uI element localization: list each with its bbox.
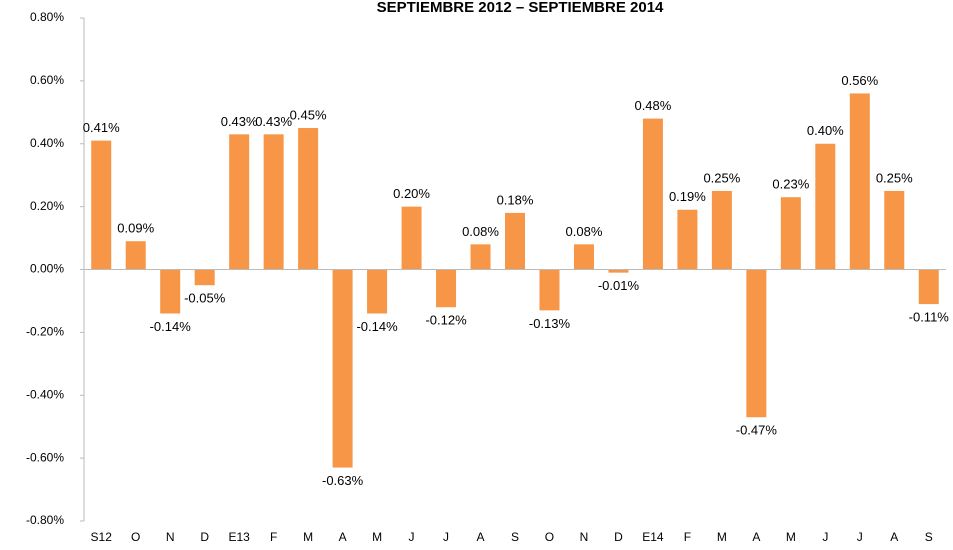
x-tick-label: J: [857, 530, 863, 544]
x-tick-label: S: [511, 530, 519, 544]
data-label: -0.01%: [598, 278, 640, 293]
bar: [539, 269, 560, 311]
x-tick-label: M: [717, 530, 727, 544]
data-label: -0.14%: [356, 319, 398, 334]
bar: [505, 212, 525, 270]
x-tick-label: J: [409, 530, 415, 544]
x-tick-label: A: [477, 530, 485, 544]
bar: [470, 244, 491, 270]
data-label: 0.08%: [566, 224, 603, 239]
bar: [367, 269, 388, 314]
x-tick-label: A: [339, 530, 347, 544]
x-tick-label: J: [443, 530, 449, 544]
x-tick-label: M: [372, 530, 382, 544]
data-label: 0.41%: [83, 120, 120, 135]
bar: [746, 269, 767, 418]
bar: [263, 134, 284, 270]
x-tick-label: A: [890, 530, 898, 544]
data-label: -0.11%: [909, 310, 950, 325]
data-label: 0.43%: [255, 114, 292, 129]
data-label: 0.19%: [669, 189, 706, 204]
data-label: -0.47%: [736, 423, 778, 438]
data-label: -0.14%: [150, 319, 192, 334]
y-tick-label: 0.80%: [30, 10, 64, 24]
data-label: 0.09%: [117, 221, 154, 236]
x-tick-label: E13: [228, 530, 250, 544]
bar: [401, 206, 422, 270]
bar: [711, 190, 732, 270]
bar: [332, 269, 353, 468]
y-tick-label: -0.80%: [26, 513, 64, 527]
data-label: 0.25%: [703, 170, 740, 185]
bar: [194, 269, 215, 286]
data-label: 0.25%: [876, 170, 913, 185]
y-tick-label: -0.20%: [26, 325, 64, 339]
y-tick-label: -0.40%: [26, 387, 64, 401]
x-tick-label: J: [822, 530, 828, 544]
data-label: -0.63%: [322, 473, 364, 488]
bar: [573, 244, 594, 270]
data-label: 0.43%: [221, 114, 258, 129]
bar: [815, 143, 836, 270]
data-label: 0.45%: [290, 107, 327, 122]
data-label: -0.05%: [184, 291, 226, 306]
bar: [298, 128, 319, 270]
y-tick-label: 0.40%: [30, 136, 64, 150]
bar: [608, 269, 629, 273]
x-tick-label: F: [684, 530, 691, 544]
data-label: 0.40%: [807, 123, 844, 138]
x-tick-label: O: [545, 530, 554, 544]
data-label: 0.20%: [393, 186, 430, 201]
y-tick-label: -0.60%: [26, 450, 64, 464]
y-tick-label: 0.20%: [30, 199, 64, 213]
data-label: 0.08%: [462, 224, 499, 239]
bar: [229, 134, 250, 270]
x-tick-label: N: [580, 530, 589, 544]
bar: [436, 269, 457, 308]
x-tick-label: M: [303, 530, 313, 544]
bar: [849, 93, 870, 270]
x-tick-label: N: [166, 530, 175, 544]
y-tick-label: 0.60%: [30, 73, 64, 87]
x-tick-label: F: [270, 530, 277, 544]
data-label: 0.18%: [497, 192, 534, 207]
chart-title: SEPTIEMBRE 2012 – SEPTIEMBRE 2014: [377, 0, 664, 16]
bar: [884, 190, 905, 270]
data-label: 0.23%: [772, 177, 809, 192]
data-label: -0.13%: [529, 316, 571, 331]
bar: [160, 269, 181, 314]
x-tick-label: A: [752, 530, 760, 544]
bar: [780, 197, 801, 270]
bar: [918, 269, 939, 305]
bar: [125, 241, 146, 270]
x-tick-label: S: [925, 530, 933, 544]
data-label: 0.48%: [634, 98, 671, 113]
y-tick-label: 0.00%: [30, 262, 64, 276]
bar: [677, 209, 698, 270]
x-tick-label: E14: [642, 530, 664, 544]
bar: [91, 140, 112, 270]
x-tick-label: M: [786, 530, 796, 544]
bar: [642, 118, 663, 270]
x-tick-label: S12: [91, 530, 113, 544]
x-tick-label: O: [131, 530, 140, 544]
data-label: -0.12%: [425, 313, 467, 328]
data-label: 0.56%: [841, 73, 878, 88]
x-tick-label: D: [614, 530, 623, 544]
x-tick-label: D: [200, 530, 209, 544]
